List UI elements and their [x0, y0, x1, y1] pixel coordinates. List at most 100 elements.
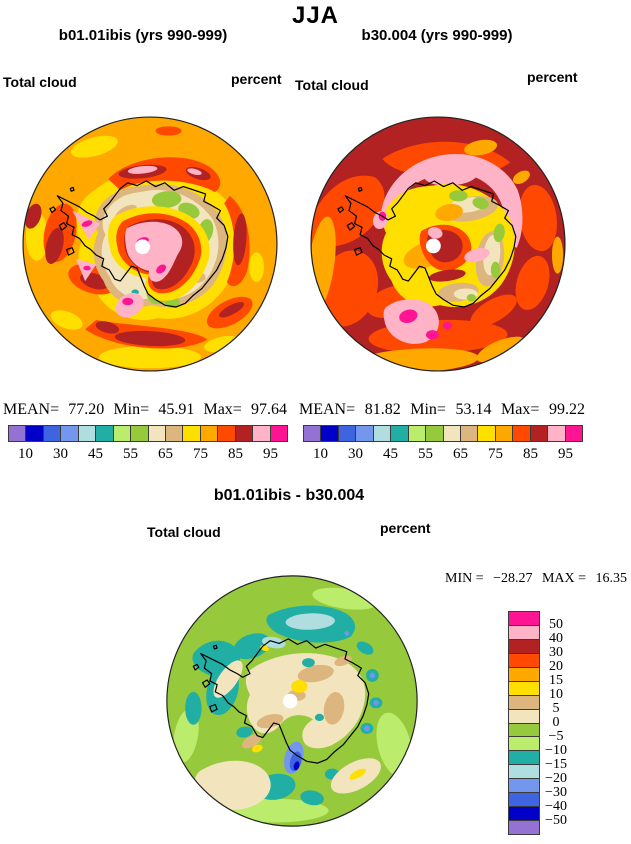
colorbar-cell [477, 426, 495, 441]
diff-colorbar-cell [509, 806, 539, 821]
colorbar-tick-label: 55 [123, 446, 138, 462]
colorbar-cell [547, 426, 565, 441]
map-panel2-total-cloud [310, 116, 566, 372]
colorbar-cell [9, 426, 26, 441]
diff-colorbar-tick-label: −50 [545, 813, 567, 828]
colorbar-cell [199, 426, 218, 441]
colorbar-tick-label: 65 [158, 446, 173, 462]
max-value: 99.22 [548, 401, 585, 418]
diff-colorbar-cell [509, 612, 539, 625]
colorbar-panel2 [303, 425, 583, 442]
colorbar-tick-label: 45 [88, 446, 103, 462]
colorbar-cell [130, 426, 148, 441]
colorbar-cell [42, 426, 61, 441]
colorbar-cell [147, 426, 165, 441]
diff-colorbar-cell [509, 638, 539, 653]
diff-colorbar-tick-label: −30 [545, 785, 567, 800]
colorbar-cell [564, 426, 582, 441]
max-label: MAX = [541, 571, 587, 586]
colorbar-cell [372, 426, 391, 441]
panel1-title: b01.01ibis (yrs 990-999) [58, 27, 228, 44]
colorbar-cell [182, 426, 200, 441]
colorbar-tick-label: 75 [193, 446, 208, 462]
colorbar-cell [164, 426, 183, 441]
colorbar-tick-label: 30 [53, 446, 68, 462]
min-value: 45.91 [158, 401, 195, 418]
colorbar-cell [459, 426, 478, 441]
max-label: Max= [203, 401, 242, 418]
colorbar-cell [234, 426, 253, 441]
colorbar-cell [425, 426, 443, 441]
diff-colorbar-cell [509, 750, 539, 765]
diff-colorbar-ticks: 50 40 30 20 15 10 5 0 −5 −10 −15 −20 −30 −40 −50 [536, 611, 576, 835]
colorbar-tick-label: 55 [418, 446, 433, 462]
diff-colorbar-cell [509, 680, 539, 695]
min-label: Min= [113, 401, 150, 418]
min-label: MIN = [445, 571, 484, 586]
colorbar-cell [390, 426, 408, 441]
diff-colorbar-tick-label: −10 [545, 743, 567, 758]
colorbar-tick-label: 10 [313, 446, 328, 462]
colorbar-cell [252, 426, 270, 441]
diff-colorbar-cell [509, 694, 539, 709]
max-value: 16.35 [595, 571, 627, 586]
min-value: −28.27 [493, 571, 533, 586]
mean-value: 81.82 [364, 401, 401, 418]
diff-colorbar-cell [509, 722, 539, 737]
colorbar-panel1-ticks: 10 30 45 55 65 75 85 95 [8, 446, 288, 464]
diff-colorbar-cell [509, 820, 539, 834]
panel2-title: b30.004 (yrs 990-999) [361, 27, 513, 44]
min-label: Min= [410, 401, 446, 418]
figure-title: JJA [291, 2, 340, 29]
pole-hole [425, 238, 441, 254]
diff-stats: MIN = −28.27 MAX = 16.35 [445, 571, 627, 587]
diff-colorbar [508, 611, 540, 835]
colorbar-tick-label: 30 [348, 446, 363, 462]
diff-colorbar-tick-label: 40 [549, 631, 563, 646]
min-value: 53.14 [455, 401, 492, 418]
diff-colorbar-tick-label: 50 [549, 617, 563, 632]
mean-label: MEAN= [299, 401, 356, 418]
panel1-units-label: percent [231, 71, 282, 87]
diff-colorbar-cell [509, 624, 539, 639]
colorbar-cell [337, 426, 356, 441]
pole-hole [135, 239, 150, 255]
colorbar-cell [355, 426, 373, 441]
diff-colorbar-cell [509, 666, 539, 681]
colorbar-tick-label: 85 [523, 446, 538, 462]
diff-panel-title: b01.01ibis - b30.004 [213, 487, 365, 504]
pole-hole [282, 693, 298, 709]
diff-colorbar-tick-label: 15 [549, 673, 563, 688]
colorbar-cell [529, 426, 548, 441]
map-panel1-total-cloud [22, 116, 278, 372]
colorbar-cell [442, 426, 460, 441]
max-label: Max= [501, 401, 540, 418]
colorbar-cell [25, 426, 43, 441]
colorbar-cell [512, 426, 530, 441]
colorbar-tick-label: 10 [18, 446, 33, 462]
colorbar-tick-label: 85 [228, 446, 243, 462]
colorbar-tick-label: 45 [383, 446, 398, 462]
colorbar-cell [269, 426, 287, 441]
colorbar-cell [60, 426, 78, 441]
panel2-field-label: Total cloud [295, 77, 369, 93]
diff-colorbar-tick-label: −15 [545, 757, 567, 772]
colorbar-tick-label: 65 [453, 446, 468, 462]
map-difference-total-cloud [166, 575, 418, 827]
colorbar-tick-label: 75 [488, 446, 503, 462]
colorbar-cell [320, 426, 338, 441]
diff-colorbar-cell [509, 708, 539, 723]
colorbar-cell [77, 426, 96, 441]
diff-colorbar-tick-label: 10 [549, 687, 563, 702]
panel2-units-label: percent [527, 69, 578, 85]
max-value: 97.64 [250, 401, 287, 418]
panel1-stats: MEAN= 77.20 Min= 45.91 Max= 97.64 [3, 401, 287, 419]
mean-label: MEAN= [3, 401, 60, 418]
diff-colorbar-tick-label: −20 [545, 771, 567, 786]
diff-colorbar-cell [509, 778, 539, 793]
diff-colorbar-cell [509, 652, 539, 667]
diff-field-label: Total cloud [147, 524, 221, 540]
diff-colorbar-tick-label: 20 [549, 659, 563, 674]
diff-units-label: percent [380, 520, 431, 536]
